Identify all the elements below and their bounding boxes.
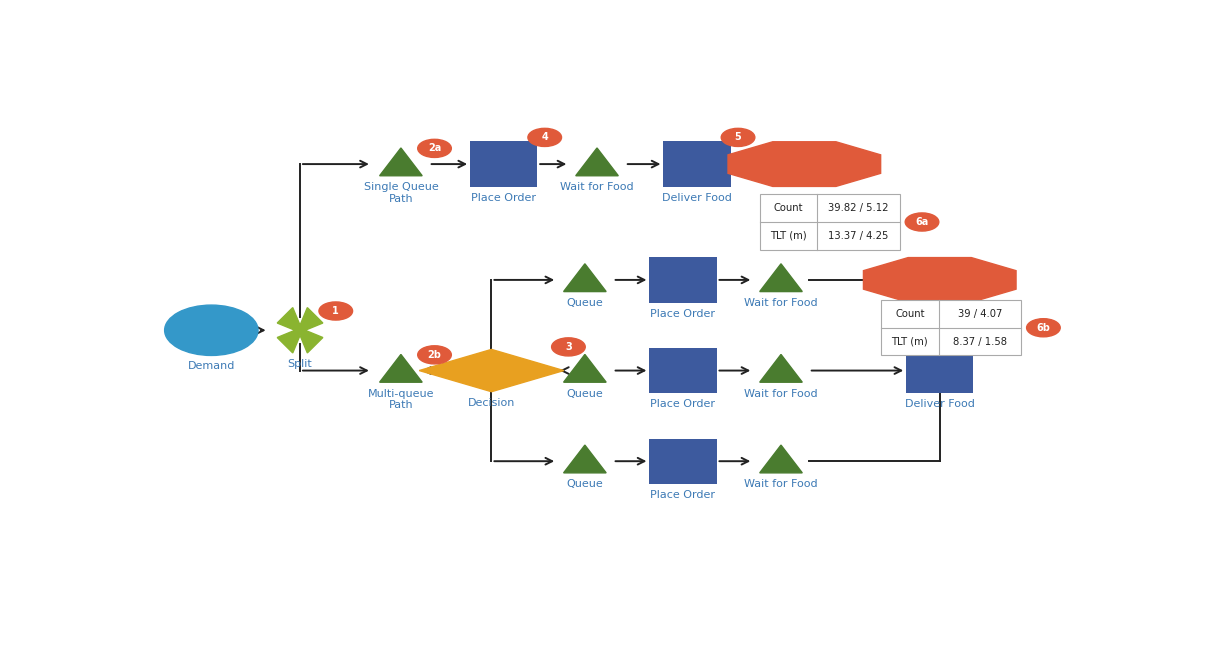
FancyBboxPatch shape	[649, 348, 717, 393]
Text: Decision: Decision	[468, 398, 516, 407]
Text: Wait for Food: Wait for Food	[745, 388, 818, 399]
Text: 8.37 / 1.58: 8.37 / 1.58	[953, 337, 1007, 347]
FancyBboxPatch shape	[881, 300, 1021, 355]
Text: 5: 5	[735, 132, 741, 143]
Text: TLT (m): TLT (m)	[892, 337, 928, 347]
Text: 6b: 6b	[1036, 323, 1051, 333]
Polygon shape	[419, 349, 564, 392]
Text: Count: Count	[895, 309, 924, 319]
Polygon shape	[576, 148, 618, 176]
FancyBboxPatch shape	[470, 141, 537, 187]
Text: Place Order: Place Order	[651, 490, 716, 500]
Text: 13.37 / 4.25: 13.37 / 4.25	[828, 231, 889, 241]
FancyBboxPatch shape	[759, 194, 900, 250]
FancyBboxPatch shape	[649, 439, 717, 484]
Text: 4: 4	[541, 132, 548, 143]
Text: Queue: Queue	[566, 298, 604, 308]
Polygon shape	[564, 445, 606, 473]
Text: 6a: 6a	[916, 217, 929, 227]
Text: Split: Split	[288, 359, 312, 369]
Text: Single Queue
Path: Single Queue Path	[364, 182, 439, 204]
Text: Queue: Queue	[566, 479, 604, 489]
Text: 3: 3	[565, 342, 572, 352]
Text: 1: 1	[333, 306, 339, 316]
Circle shape	[418, 139, 452, 158]
Text: TLT (m): TLT (m)	[770, 231, 807, 241]
Text: Wait for Food: Wait for Food	[745, 298, 818, 308]
Circle shape	[528, 128, 562, 146]
Polygon shape	[564, 264, 606, 292]
Text: Count: Count	[774, 203, 804, 213]
Polygon shape	[759, 264, 803, 292]
Text: Wait for Food: Wait for Food	[560, 182, 634, 192]
Polygon shape	[380, 354, 422, 382]
Polygon shape	[864, 258, 1016, 302]
FancyBboxPatch shape	[906, 348, 974, 393]
Text: 2a: 2a	[428, 143, 441, 154]
Text: Deliver Food: Deliver Food	[662, 193, 731, 203]
Text: Place Order: Place Order	[471, 193, 536, 203]
Polygon shape	[564, 354, 606, 382]
Polygon shape	[728, 142, 881, 186]
Circle shape	[319, 302, 353, 320]
Circle shape	[905, 213, 939, 231]
Text: Demand: Demand	[188, 362, 235, 371]
FancyBboxPatch shape	[663, 141, 730, 187]
Text: Deliver Food: Deliver Food	[905, 399, 975, 409]
Polygon shape	[380, 148, 422, 176]
Circle shape	[1027, 318, 1060, 337]
Text: Multi-queue
Path: Multi-queue Path	[368, 388, 434, 410]
Polygon shape	[759, 445, 803, 473]
Text: 39 / 4.07: 39 / 4.07	[958, 309, 1003, 319]
Text: Exit: Exit	[929, 310, 951, 320]
FancyBboxPatch shape	[649, 257, 717, 303]
Text: 39.82 / 5.12: 39.82 / 5.12	[828, 203, 889, 213]
Circle shape	[165, 305, 258, 355]
Circle shape	[722, 128, 754, 146]
Circle shape	[418, 346, 452, 364]
Text: Exit: Exit	[794, 194, 815, 204]
Text: Place Order: Place Order	[651, 309, 716, 318]
Polygon shape	[759, 354, 803, 382]
Polygon shape	[277, 307, 323, 353]
Text: Place Order: Place Order	[651, 399, 716, 409]
Text: Wait for Food: Wait for Food	[745, 479, 818, 489]
Text: Queue: Queue	[566, 388, 604, 399]
Circle shape	[552, 338, 586, 356]
Text: 2b: 2b	[428, 350, 441, 360]
